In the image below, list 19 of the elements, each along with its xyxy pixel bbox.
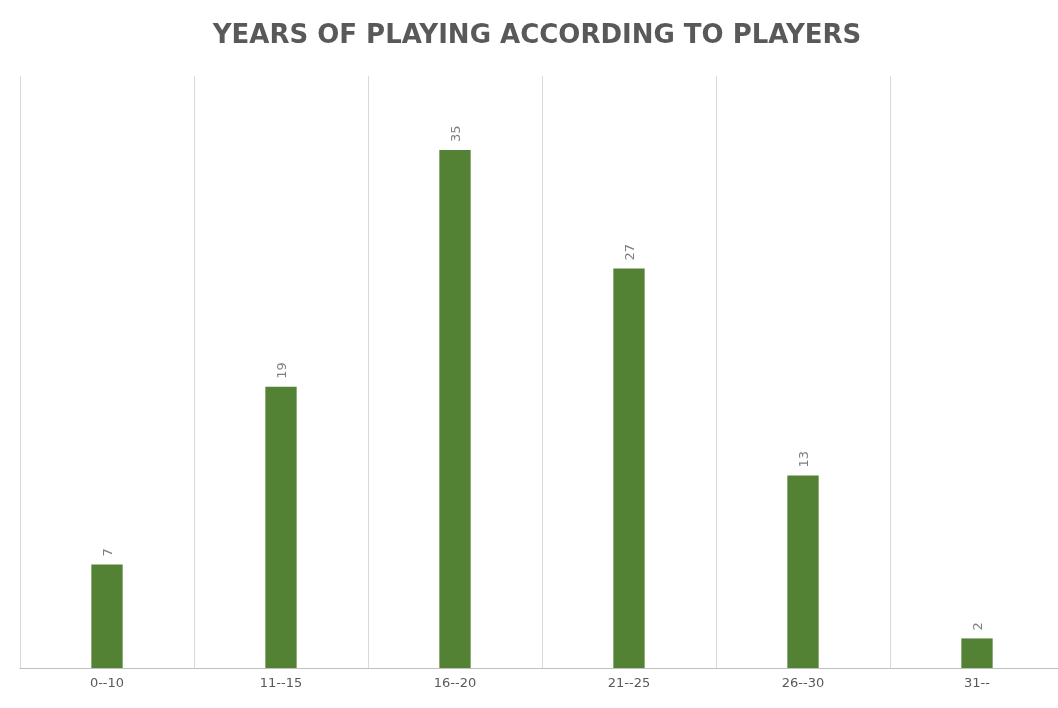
chart-title: YEARS OF PLAYING ACCORDING TO PLAYERS (211, 19, 862, 49)
bar (961, 638, 993, 668)
data-label: 2 (969, 622, 985, 631)
data-label: 35 (447, 125, 463, 142)
bar (265, 386, 297, 668)
data-label: 27 (621, 243, 637, 261)
bar (787, 475, 819, 668)
x-tick-label: 31-- (964, 675, 991, 690)
x-tick-label: 26--30 (781, 675, 825, 690)
x-tick-label: 0--10 (89, 675, 125, 690)
data-label: 19 (273, 362, 289, 379)
x-tick-label: 11--15 (259, 675, 303, 690)
bar (439, 150, 471, 668)
x-tick-label: 16--20 (433, 675, 477, 690)
data-label: 7 (99, 548, 115, 557)
bar (91, 564, 123, 668)
bar (613, 268, 645, 668)
x-tick-label: 21--25 (607, 675, 651, 690)
data-label: 13 (795, 451, 811, 468)
